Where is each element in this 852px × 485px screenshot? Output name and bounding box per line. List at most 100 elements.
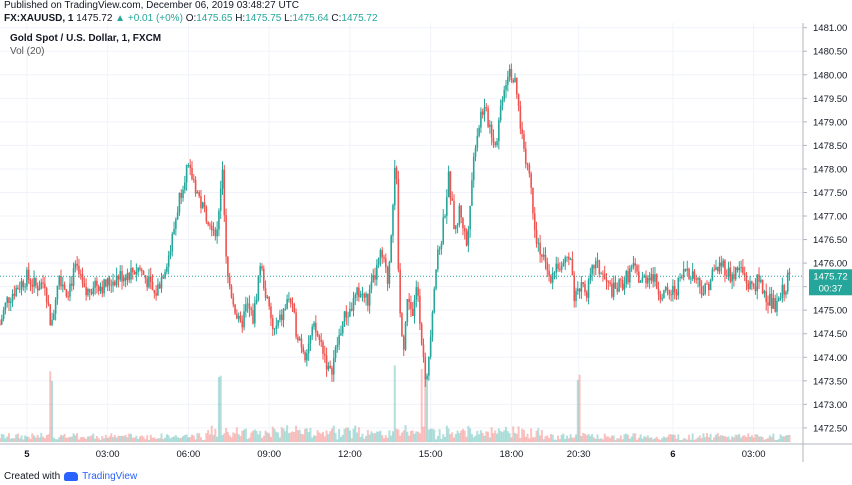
candle-body: [207, 221, 209, 225]
volume-bar: [165, 434, 168, 442]
volume-bar: [368, 434, 371, 442]
candle-body: [677, 277, 680, 296]
volume-bar: [397, 429, 400, 442]
candle-body: [261, 266, 263, 269]
candle-body: [566, 256, 568, 258]
volume-bar: [86, 436, 89, 442]
volume-bar: [0, 433, 3, 442]
candle-body: [223, 169, 226, 216]
volume-bar: [391, 431, 394, 442]
candle-body: [192, 179, 195, 180]
volume-bar: [268, 433, 271, 442]
candle-body: [397, 178, 400, 270]
candle-body: [546, 262, 549, 271]
volume-bar: [103, 438, 106, 442]
volume-bar: [83, 437, 86, 442]
volume-bar: [476, 430, 479, 442]
last-price-text: 1475.72: [76, 13, 113, 24]
volume-bar: [237, 434, 240, 442]
volume-bar: [248, 437, 251, 442]
last-price-tag: [809, 269, 852, 296]
volume-bar: [713, 437, 716, 442]
volume-bar: [182, 436, 185, 442]
candle-body: [535, 229, 538, 244]
candle-body: [480, 111, 482, 128]
volume-bar: [765, 438, 768, 442]
volume-bar: [408, 435, 411, 442]
candle-body: [505, 84, 507, 90]
candle-body: [785, 291, 787, 295]
volume-bar: [54, 439, 57, 442]
candle-body: [515, 77, 518, 95]
candle-body: [734, 267, 737, 280]
volume-bar: [356, 432, 359, 442]
tradingview-brand[interactable]: TradingView: [82, 471, 138, 482]
volume-bar: [553, 439, 556, 442]
volume-bar: [695, 438, 698, 442]
volume-bar: [589, 435, 592, 442]
candle-body: [594, 261, 597, 269]
candle-body: [148, 276, 150, 288]
x-tick-label: 18:00: [500, 449, 524, 460]
candle-body: [673, 285, 676, 293]
candle-body: [632, 263, 635, 267]
volume-bar: [738, 433, 741, 442]
volume-bar: [11, 438, 14, 442]
candle-body: [2, 310, 5, 319]
volume-bar: [575, 434, 578, 442]
candle-body: [383, 256, 385, 259]
volume-bar: [146, 435, 149, 442]
volume-bar: [243, 429, 246, 442]
candle-body: [446, 197, 448, 216]
volume-bar: [618, 438, 621, 442]
volume-bar: [424, 378, 427, 442]
volume-bar: [207, 429, 210, 442]
candle-body: [288, 298, 290, 300]
volume-bar: [528, 438, 531, 442]
volume-bar: [352, 428, 355, 442]
candle-body: [537, 242, 540, 244]
candle-body: [472, 156, 475, 181]
volume-bar: [205, 433, 208, 442]
volume-bar: [754, 434, 757, 442]
volume-bar: [655, 436, 658, 442]
candle-body: [42, 282, 44, 284]
candle-body: [438, 248, 441, 250]
volume-bar: [562, 433, 565, 442]
volume-bar: [232, 432, 235, 442]
candle-body: [451, 198, 453, 201]
low-label: L:: [284, 13, 293, 24]
candle-body: [733, 274, 735, 280]
candle-body: [709, 280, 712, 291]
candle-body: [69, 283, 71, 297]
volume-bar: [217, 377, 220, 442]
candle-body: [648, 277, 651, 281]
candle-body: [390, 235, 392, 262]
candle-body: [611, 283, 613, 297]
candle-body: [770, 293, 773, 309]
footer: Created with TradingView: [4, 471, 137, 482]
volume-bar: [585, 435, 588, 442]
candle-body: [487, 108, 489, 127]
candle-body: [306, 353, 308, 361]
volume-bar: [271, 426, 274, 442]
volume-bar: [4, 438, 7, 442]
candle-body: [297, 336, 299, 341]
volume-bar: [77, 439, 80, 442]
candle-body: [602, 273, 604, 275]
candle-body: [237, 315, 240, 319]
candle-body: [704, 283, 707, 294]
volume-bar: [661, 438, 664, 442]
volume-bar: [191, 434, 194, 442]
volume-bar: [632, 433, 635, 442]
candle-body: [153, 290, 156, 294]
candle-body: [580, 282, 583, 292]
candle-body: [54, 299, 57, 314]
volume-bar: [38, 437, 41, 442]
volume-bar: [174, 435, 177, 442]
volume-bar: [720, 434, 723, 442]
volume-bar: [47, 434, 50, 442]
volume-bar: [129, 433, 132, 442]
candle-body: [551, 272, 554, 283]
